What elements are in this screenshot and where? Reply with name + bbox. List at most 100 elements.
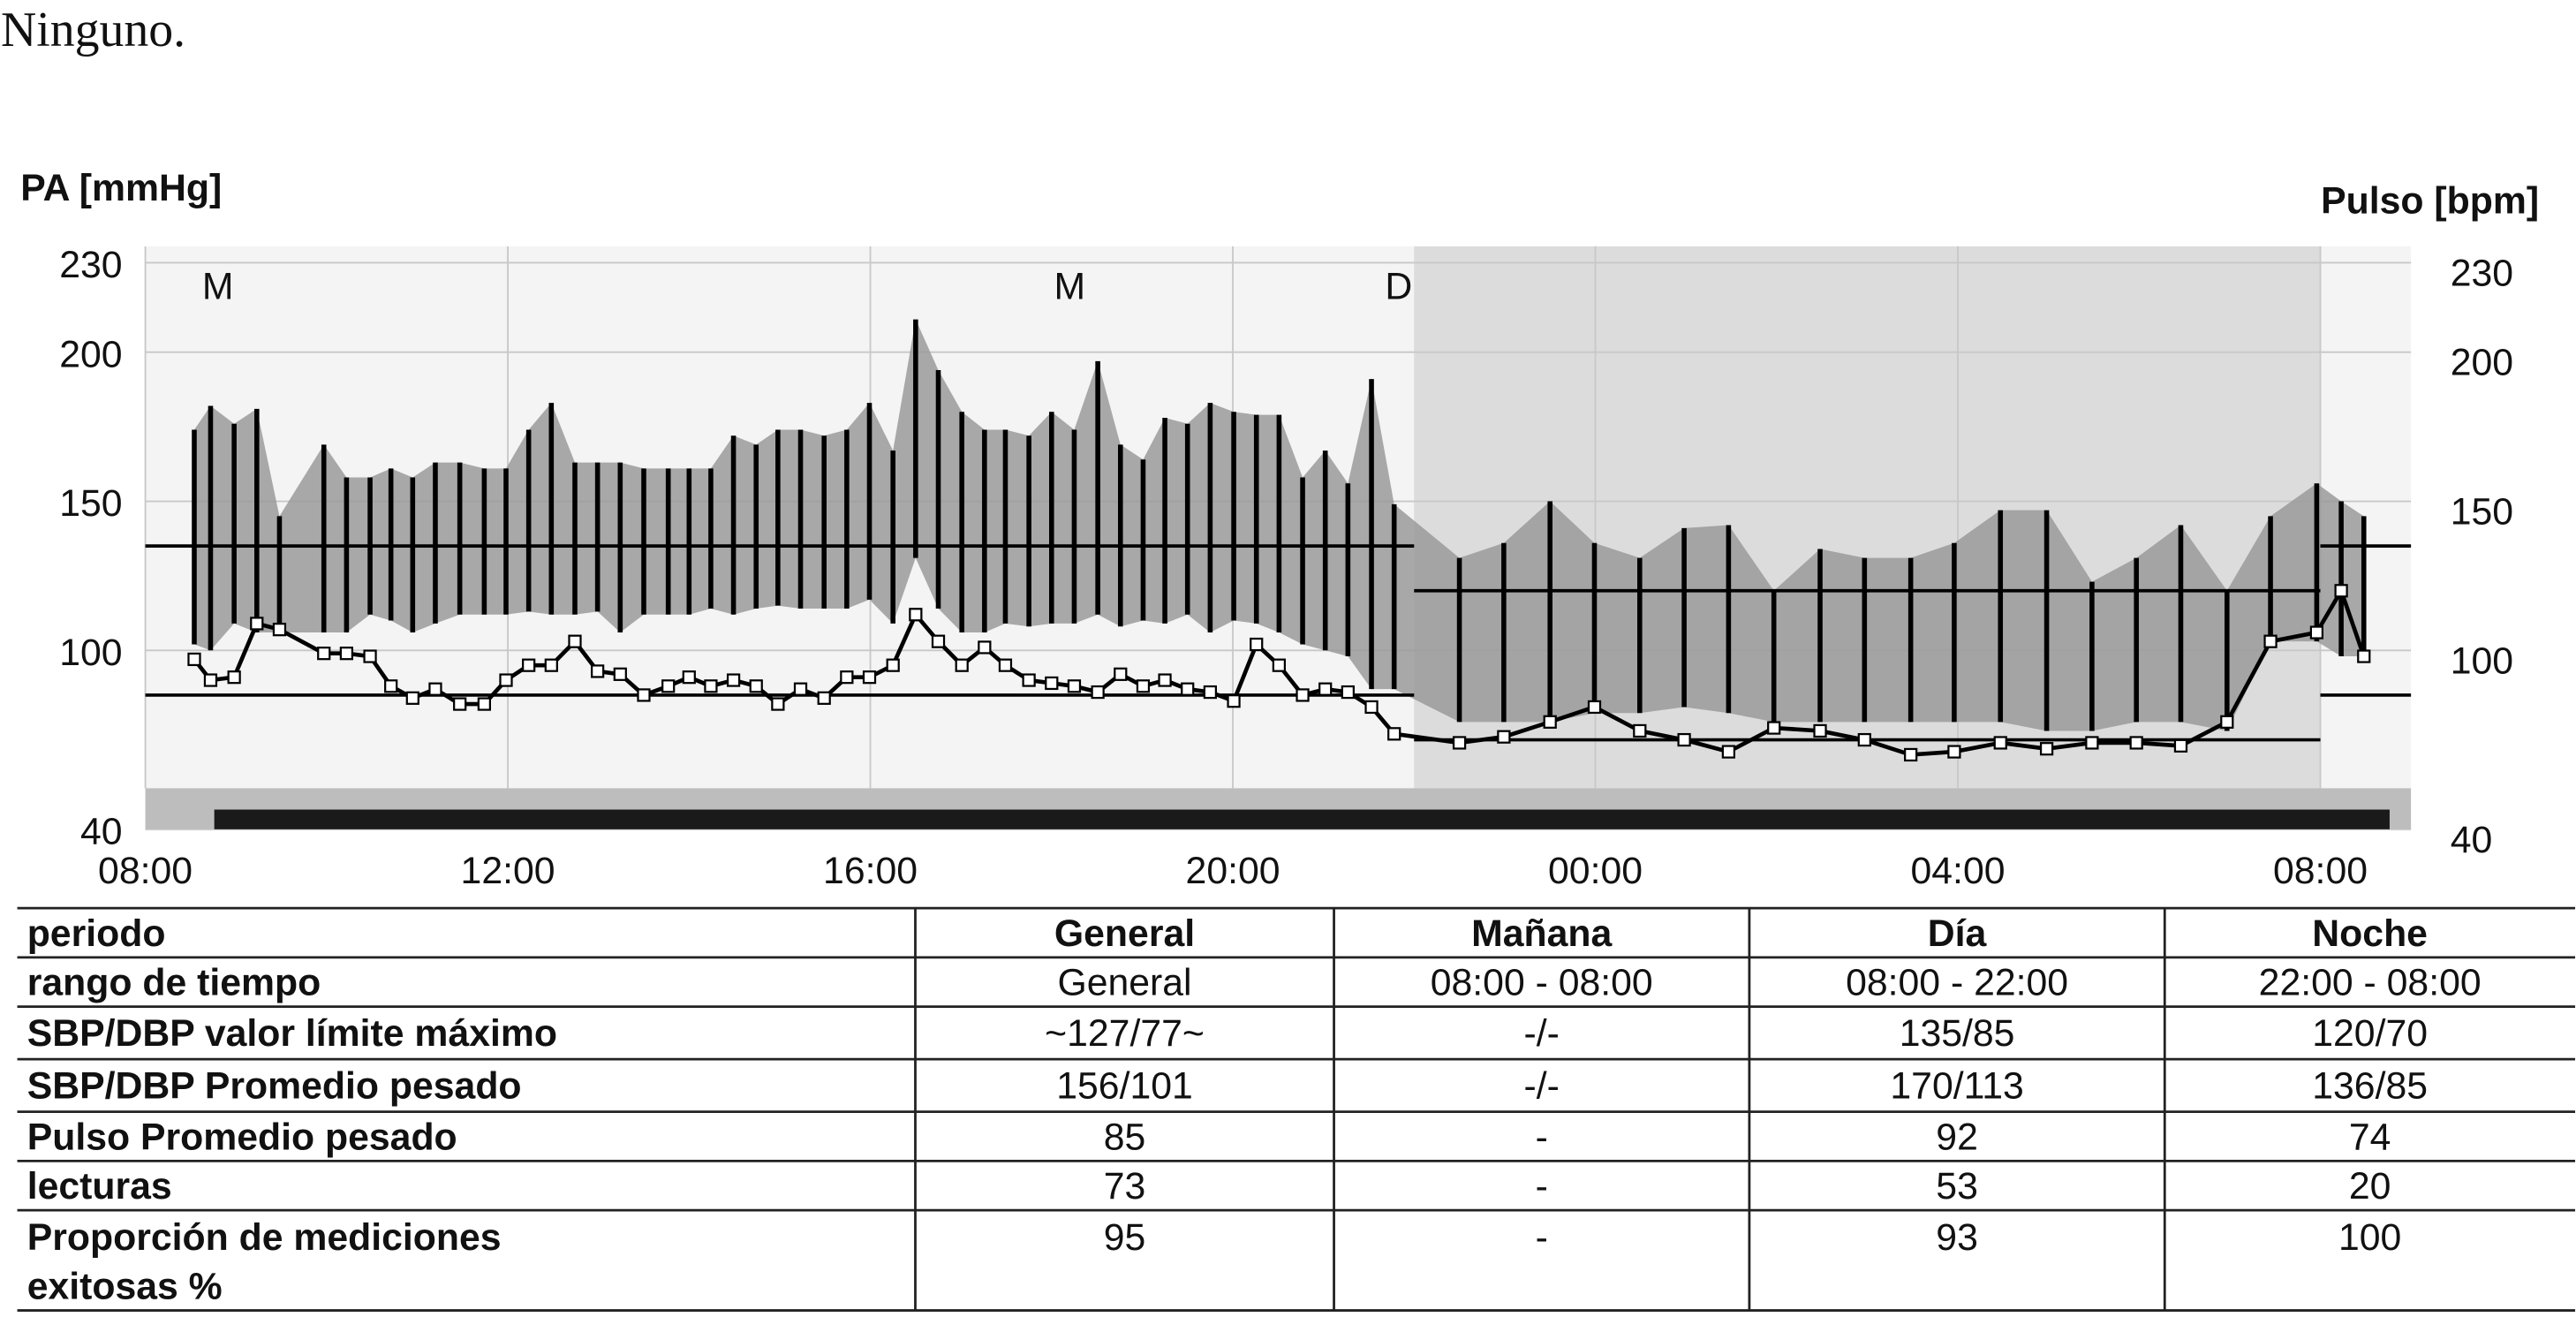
table-cell: General xyxy=(1054,912,1195,955)
pulse-marker xyxy=(2085,736,2099,750)
time-bar xyxy=(214,809,2390,829)
table-cell: - xyxy=(1536,1165,1548,1207)
table-cell: Día xyxy=(1928,912,1988,955)
pulse-marker xyxy=(613,667,627,681)
pulse-marker xyxy=(1045,676,1059,691)
pulse-marker xyxy=(1813,723,1827,738)
table-cell: Noche xyxy=(2312,912,2428,955)
y2-tick-label: 100 xyxy=(2451,640,2513,682)
pulse-marker xyxy=(1136,679,1151,693)
pulse-marker xyxy=(405,691,419,705)
pulse-marker xyxy=(1091,685,1105,700)
annotation: M xyxy=(202,265,234,307)
table-cell: - xyxy=(1536,1116,1548,1158)
pulse-marker xyxy=(1114,667,1128,681)
table-cell: 53 xyxy=(1936,1165,1978,1207)
pulse-marker xyxy=(1364,700,1379,715)
pulse-marker xyxy=(661,679,676,693)
pulse-marker xyxy=(2039,742,2054,756)
x-tick-label: 08:00 xyxy=(98,850,193,892)
table-cell: 08:00 - 22:00 xyxy=(1846,962,2068,1004)
pulse-marker xyxy=(955,658,969,672)
pulse-marker xyxy=(1272,658,1286,672)
row-label: Proporción de mediciones xyxy=(27,1216,502,1259)
pulse-marker xyxy=(2220,715,2234,729)
x-tick-label: 08:00 xyxy=(2273,850,2368,892)
table-cell: 85 xyxy=(1104,1116,1146,1158)
row-label: SBP/DBP valor límite máximo xyxy=(27,1012,557,1055)
table-cell: 100 xyxy=(2338,1216,2401,1259)
pulse-marker xyxy=(317,647,331,661)
pulse-marker xyxy=(1341,685,1355,700)
annotation: D xyxy=(1385,265,1412,307)
pulse-marker xyxy=(250,617,264,631)
pulse-marker xyxy=(1677,732,1691,747)
y-tick-label: 40 xyxy=(80,811,123,853)
pulse-marker xyxy=(1767,721,1781,735)
pulse-marker xyxy=(1904,747,1918,762)
pulse-marker xyxy=(1250,637,1264,652)
pulse-marker xyxy=(749,679,763,693)
pulse-marker xyxy=(793,682,808,696)
x-tick-label: 20:00 xyxy=(1186,850,1280,892)
pulse-marker xyxy=(998,658,1013,672)
pulse-marker xyxy=(453,697,467,711)
pulse-marker xyxy=(886,658,900,672)
pulse-marker xyxy=(544,658,558,672)
pulse-marker xyxy=(909,608,923,622)
table-cell: General xyxy=(1057,962,1191,1004)
y2-tick-label: 150 xyxy=(2451,491,2513,534)
y-tick-label: 200 xyxy=(59,333,122,375)
pulse-marker xyxy=(1452,736,1467,750)
y-axis-label: PA [mmHg] xyxy=(20,167,222,209)
pulse-marker xyxy=(1497,730,1511,744)
pulse-marker xyxy=(1181,682,1195,696)
pulse-marker xyxy=(203,673,218,687)
table-cell: 74 xyxy=(2349,1116,2391,1158)
pulse-marker xyxy=(428,682,442,696)
table-cell: 20 xyxy=(2349,1165,2391,1207)
y2-tick-label: 200 xyxy=(2451,342,2513,384)
y2-tick-label: 230 xyxy=(2451,252,2513,294)
pulse-marker xyxy=(1721,745,1736,759)
pulse-marker xyxy=(1067,679,1082,693)
row-label: periodo xyxy=(27,912,166,955)
pulse-marker xyxy=(862,670,877,685)
pulse-marker xyxy=(931,634,946,648)
pulse-marker xyxy=(1203,685,1218,700)
pulse-marker xyxy=(1318,682,1333,696)
pulse-marker xyxy=(1543,715,1557,729)
pulse-marker xyxy=(1587,700,1602,715)
pulse-marker xyxy=(1857,732,1871,747)
pulse-marker xyxy=(1387,727,1401,741)
pulse-marker xyxy=(2263,634,2278,648)
row-label: rango de tiempo xyxy=(27,962,321,1004)
y2-axis-label: Pulso [bpm] xyxy=(2321,180,2539,223)
pulse-marker xyxy=(978,640,992,655)
pulse-marker xyxy=(363,649,377,663)
table-cell: 156/101 xyxy=(1056,1065,1193,1108)
pulse-marker xyxy=(1022,673,1036,687)
body-text: Ninguno. xyxy=(1,3,185,57)
pulse-marker xyxy=(2357,649,2371,663)
y-tick-label: 150 xyxy=(59,482,122,525)
pulse-marker xyxy=(2309,625,2324,640)
pulse-marker xyxy=(726,673,741,687)
table-cell: 93 xyxy=(1936,1216,1978,1259)
x-tick-label: 12:00 xyxy=(461,850,555,892)
pulse-marker xyxy=(272,623,287,637)
pulse-marker xyxy=(840,670,854,685)
row-label: Pulso Promedio pesado xyxy=(27,1116,457,1158)
table-cell: 136/85 xyxy=(2312,1065,2428,1108)
pulse-marker xyxy=(682,670,696,685)
pulse-marker xyxy=(568,634,582,648)
table-cell: Mañana xyxy=(1471,912,1613,955)
table-cell: -/- xyxy=(1524,1065,1560,1108)
row-label: SBP/DBP Promedio pesado xyxy=(27,1065,522,1108)
x-tick-label: 16:00 xyxy=(823,850,918,892)
table-cell: 170/113 xyxy=(1890,1065,2023,1108)
table-cell: 22:00 - 08:00 xyxy=(2259,962,2482,1004)
table: periodo General Mañana Día Noche rango de tie… xyxy=(17,906,2576,1312)
x-tick-label: 00:00 xyxy=(1548,850,1643,892)
